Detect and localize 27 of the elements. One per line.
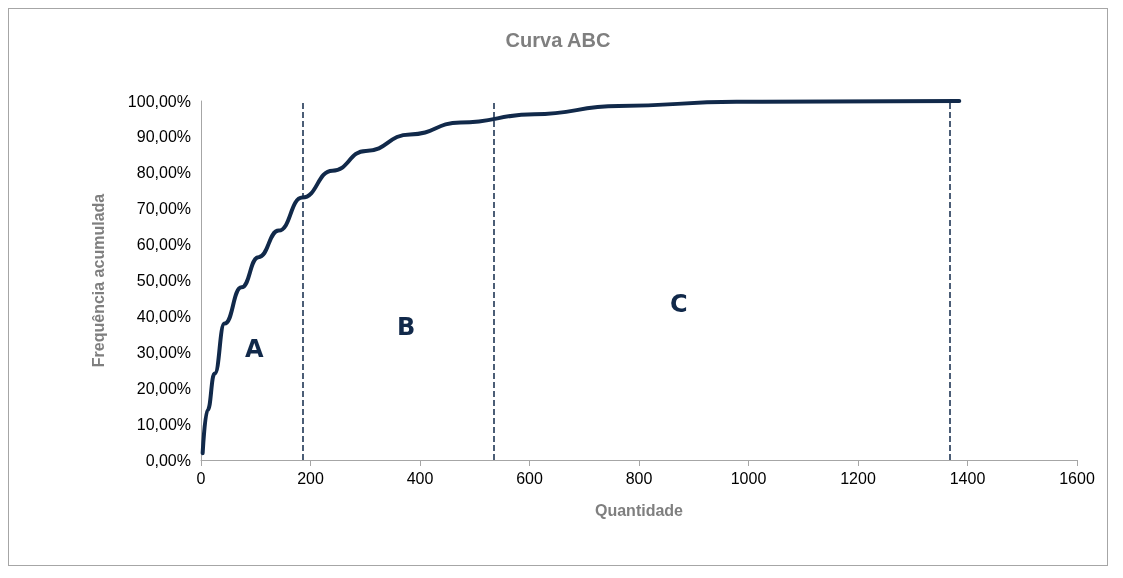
annotation: C: [670, 290, 688, 318]
y-tick-label: 40,00%: [136, 307, 191, 325]
y-tick-label: 100,00%: [127, 92, 191, 110]
chart-title: Curva ABC: [505, 29, 611, 51]
y-tick-label: 60,00%: [136, 236, 191, 254]
y-axis-title: Frequência acumulada: [89, 193, 107, 368]
annotation: B: [397, 313, 416, 341]
x-tick-label: 1000: [730, 469, 767, 487]
y-tick-label: 30,00%: [136, 343, 191, 361]
y-tick-label: 90,00%: [136, 128, 191, 146]
x-tick-label: 1200: [840, 469, 876, 487]
x-tick-label: 600: [516, 469, 543, 487]
y-tick-label: 0,00%: [145, 451, 191, 469]
y-tick-label: 20,00%: [136, 379, 191, 397]
y-tick-label: 80,00%: [136, 164, 191, 182]
x-tick-label: 200: [297, 469, 324, 487]
y-tick-label: 50,00%: [136, 272, 191, 289]
x-tick-label: 400: [406, 469, 434, 487]
y-tick-label: 10,00%: [136, 415, 191, 433]
x-tick-label: 1600: [1059, 469, 1095, 487]
annotation: A: [245, 335, 264, 363]
x-axis-title: Quantidade: [594, 501, 684, 519]
x-tick-label: 800: [625, 469, 653, 487]
x-tick-label: 1400: [949, 469, 986, 487]
y-tick-label: 70,00%: [136, 200, 191, 218]
line-series: [200, 99, 962, 456]
x-tick-label: 0: [196, 469, 206, 487]
